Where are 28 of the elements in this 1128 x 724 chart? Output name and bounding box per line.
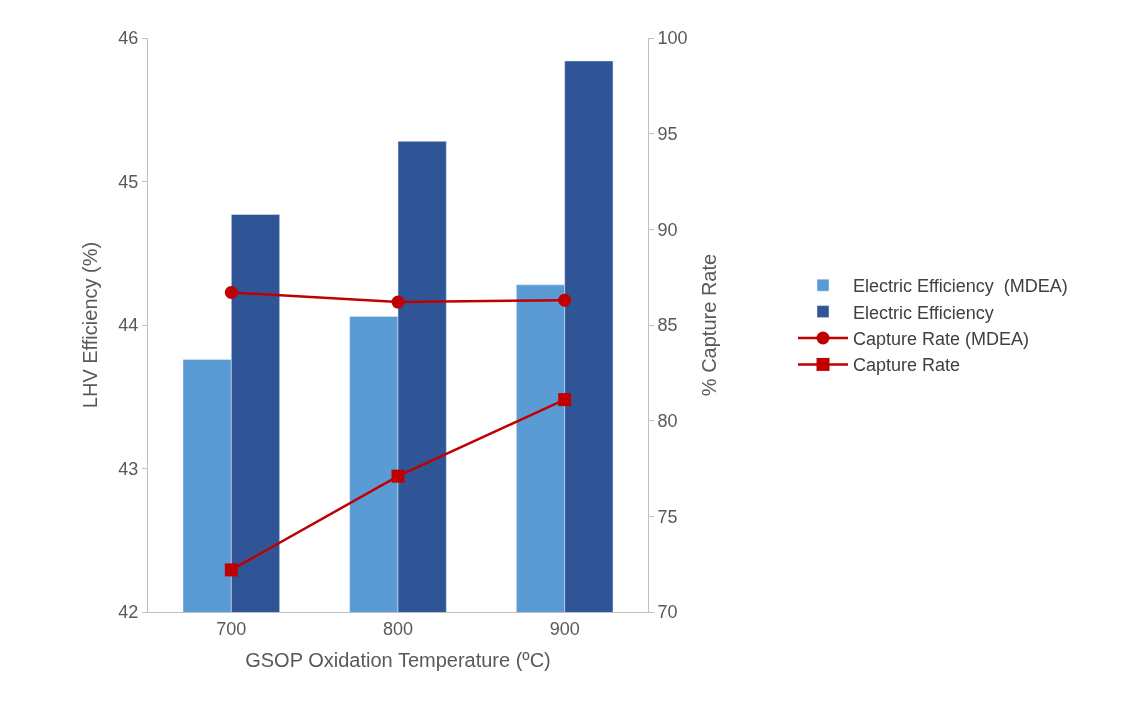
- point: [391, 469, 405, 483]
- y2-tick-label: 80: [657, 410, 678, 431]
- y-tick-label: 46: [118, 28, 139, 49]
- y2-tick-label: 85: [657, 315, 678, 336]
- x-axis-title: GSOP Oxidation Temperature (ºC): [245, 649, 551, 672]
- y-tick-label: 42: [118, 602, 139, 623]
- y2-tick-label: 75: [657, 506, 678, 527]
- point: [224, 285, 238, 299]
- point: [391, 295, 405, 309]
- legend-label: Electric Efficiency (MDEA): [853, 276, 1068, 297]
- y2-tick-label: 95: [657, 123, 678, 144]
- x-tick-label: 800: [382, 618, 414, 639]
- point: [224, 563, 238, 577]
- y-axis-title: LHV Efficiency (%): [78, 241, 101, 409]
- y2-tick-label: 70: [657, 602, 678, 623]
- legend-label: Capture Rate: [853, 355, 961, 376]
- legend-label: Capture Rate (MDEA): [853, 329, 1030, 350]
- y2-tick-label: 90: [657, 219, 678, 240]
- legend-label: Electric Efficiency: [853, 302, 994, 323]
- y-tick-label: 44: [118, 315, 139, 336]
- y2-axis-title: % Capture Rate: [698, 253, 721, 397]
- y-tick-label: 45: [118, 171, 139, 192]
- y2-tick-label: 100: [657, 28, 688, 49]
- x-tick-label: 700: [216, 618, 247, 639]
- y-tick-label: 43: [118, 458, 139, 479]
- point: [558, 393, 572, 407]
- x-tick-label: 900: [549, 618, 580, 639]
- point: [558, 293, 572, 307]
